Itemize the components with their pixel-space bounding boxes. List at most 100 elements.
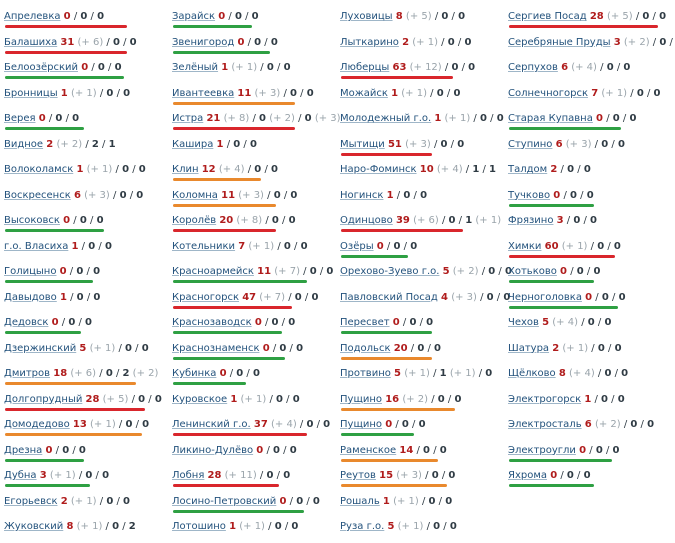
settlement-item[interactable]: Куровское 1 (+ 1) / 0 / 0 [172, 393, 330, 413]
settlement-name-link[interactable]: Наро-Фоминск [340, 164, 417, 175]
settlement-item[interactable]: Дмитров 18 (+ 6) / 0 / 2 (+ 2) [4, 367, 162, 387]
settlement-name-link[interactable]: Можайск [340, 87, 388, 99]
settlement-item[interactable]: Подольск 20 / 0 / 0 [340, 342, 498, 362]
settlement-item[interactable]: Волоколамск 1 (+ 1) / 0 / 0 [4, 163, 162, 183]
settlement-item[interactable]: Тучково 0 / 0 / 0 [508, 189, 666, 209]
settlement-item[interactable]: Орехово-Зуево г.о. 5 (+ 2) / 0 / 0 [340, 265, 512, 285]
settlement-name-link[interactable]: Бронницы [4, 87, 58, 99]
settlement-item[interactable]: Протвино 5 (+ 1) / 1 (+ 1) / 0 [340, 367, 498, 387]
settlement-name-link[interactable]: Волоколамск [4, 164, 74, 175]
settlement-item[interactable]: Красногорск 47 (+ 7) / 0 / 0 [172, 291, 330, 311]
settlement-name-link[interactable]: Истра [172, 113, 204, 124]
settlement-name-link[interactable]: Раменское [340, 444, 397, 456]
settlement-item[interactable]: Давыдово 1 / 0 / 0 [4, 291, 162, 311]
settlement-item[interactable]: Высоковск 0 / 0 / 0 [4, 214, 162, 234]
settlement-name-link[interactable]: Клин [172, 164, 199, 175]
settlement-item[interactable]: Серебряные Пруды 3 (+ 2) / 0 / 0 [508, 36, 673, 56]
settlement-name-link[interactable]: Лыткарино [340, 36, 399, 48]
settlement-item[interactable]: Черноголовка 0 / 0 / 0 [508, 291, 666, 311]
settlement-item[interactable]: Королёв 20 (+ 8) / 0 / 0 [172, 214, 330, 234]
settlement-name-link[interactable]: Молодежный г.о. [340, 113, 432, 124]
settlement-item[interactable]: Кашира 1 / 0 / 0 [172, 138, 330, 158]
settlement-item[interactable]: Пущино 0 / 0 / 0 [340, 418, 498, 438]
settlement-name-link[interactable]: Кубинка [172, 368, 217, 379]
settlement-name-link[interactable]: Куровское [172, 393, 228, 405]
settlement-item[interactable]: Молодежный г.о. 1 (+ 1) / 0 / 0 [340, 112, 504, 132]
settlement-name-link[interactable]: Пересвет [340, 317, 390, 328]
settlement-name-link[interactable]: Ивантеевка [172, 87, 235, 99]
settlement-name-link[interactable]: Люберцы [340, 62, 390, 73]
settlement-item[interactable]: Мытищи 51 (+ 3) / 0 / 0 [340, 138, 498, 158]
settlement-name-link[interactable]: Дрезна [4, 444, 43, 456]
settlement-name-link[interactable]: Дмитров [4, 368, 51, 379]
settlement-name-link[interactable]: Ленинский г.о. [172, 419, 251, 430]
settlement-name-link[interactable]: Щёлково [508, 368, 556, 379]
settlement-name-link[interactable]: Рошаль [340, 495, 380, 507]
settlement-item[interactable]: г.о. Власиха 1 / 0 / 0 [4, 240, 162, 260]
settlement-item[interactable]: Электросталь 6 (+ 2) / 0 / 0 [508, 418, 666, 438]
settlement-item[interactable]: Лобня 28 (+ 11) / 0 / 0 [172, 469, 330, 489]
settlement-item[interactable]: Яхрома 0 / 0 / 0 [508, 469, 666, 489]
settlement-name-link[interactable]: Высоковск [4, 215, 60, 226]
settlement-name-link[interactable]: Старая Купавна [508, 113, 593, 124]
settlement-item[interactable]: Видное 2 (+ 2) / 2 / 1 [4, 138, 162, 158]
settlement-name-link[interactable]: Чехов [508, 317, 539, 328]
settlement-item[interactable]: Ногинск 1 / 0 / 0 [340, 189, 498, 209]
settlement-name-link[interactable]: Лобня [172, 470, 205, 481]
settlement-item[interactable]: Дубна 3 (+ 1) / 0 / 0 [4, 469, 162, 489]
settlement-name-link[interactable]: Балашиха [4, 36, 58, 48]
settlement-name-link[interactable]: Дедовск [4, 317, 49, 328]
settlement-name-link[interactable]: Звенигород [172, 36, 235, 48]
settlement-item[interactable]: Рошаль 1 (+ 1) / 0 / 0 [340, 495, 498, 515]
settlement-name-link[interactable]: Дзержинский [4, 342, 77, 354]
settlement-name-link[interactable]: Протвино [340, 368, 391, 379]
settlement-name-link[interactable]: Серпухов [508, 62, 558, 73]
settlement-name-link[interactable]: Красногорск [172, 291, 239, 303]
settlement-item[interactable]: Бронницы 1 (+ 1) / 0 / 0 [4, 87, 162, 107]
settlement-name-link[interactable]: Озёры [340, 240, 374, 252]
settlement-item[interactable]: Можайск 1 (+ 1) / 0 / 0 [340, 87, 498, 107]
settlement-name-link[interactable]: Мытищи [340, 138, 385, 150]
settlement-item[interactable]: Наро-Фоминск 10 (+ 4) / 1 / 1 [340, 163, 498, 183]
settlement-name-link[interactable]: Дубна [4, 470, 37, 481]
settlement-item[interactable]: Апрелевка 0 / 0 / 0 [4, 10, 162, 30]
settlement-item[interactable]: Озёры 0 / 0 / 0 [340, 240, 498, 260]
settlement-item[interactable]: Коломна 11 (+ 3) / 0 / 0 [172, 189, 330, 209]
settlement-name-link[interactable]: Воскресенск [4, 189, 71, 201]
settlement-name-link[interactable]: Электросталь [508, 419, 582, 430]
settlement-name-link[interactable]: Голицыно [4, 266, 57, 277]
settlement-name-link[interactable]: Зарайск [172, 11, 216, 22]
settlement-item[interactable]: Реутов 15 (+ 3) / 0 / 0 [340, 469, 498, 489]
settlement-item[interactable]: Электроугли 0 / 0 / 0 [508, 444, 666, 464]
settlement-name-link[interactable]: г.о. Власиха [4, 240, 69, 252]
settlement-name-link[interactable]: Лосино-Петровский [172, 495, 277, 507]
settlement-name-link[interactable]: Краснознаменск [172, 342, 260, 354]
settlement-item[interactable]: Дзержинский 5 (+ 1) / 0 / 0 [4, 342, 162, 362]
settlement-name-link[interactable]: Коломна [172, 189, 218, 201]
settlement-name-link[interactable]: Сергиев Посад [508, 11, 587, 22]
settlement-name-link[interactable]: Жуковский [4, 521, 64, 532]
settlement-item[interactable]: Краснозаводск 0 / 0 / 0 [172, 316, 330, 336]
settlement-name-link[interactable]: Серебряные Пруды [508, 36, 611, 48]
settlement-item[interactable]: Ступино 6 (+ 3) / 0 / 0 [508, 138, 666, 158]
settlement-item[interactable]: Голицыно 0 / 0 / 0 [4, 265, 162, 285]
settlement-name-link[interactable]: Давыдово [4, 291, 57, 303]
settlement-item[interactable]: Сергиев Посад 28 (+ 5) / 0 / 0 [508, 10, 666, 30]
settlement-item[interactable]: Павловский Посад 4 (+ 3) / 0 / 0 [340, 291, 510, 311]
settlement-name-link[interactable]: Химки [508, 240, 542, 252]
settlement-item[interactable]: Лотошино 1 (+ 1) / 0 / 0 [172, 520, 330, 540]
settlement-item[interactable]: Ленинский г.о. 37 (+ 4) / 0 / 0 [172, 418, 330, 438]
settlement-name-link[interactable]: Электроугли [508, 444, 576, 456]
settlement-name-link[interactable]: Фрязино [508, 215, 554, 226]
settlement-item[interactable]: Пущино 16 (+ 2) / 0 / 0 [340, 393, 498, 413]
settlement-item[interactable]: Дедовск 0 / 0 / 0 [4, 316, 162, 336]
settlement-name-link[interactable]: Долгопрудный [4, 393, 83, 405]
settlement-item[interactable]: Руза г.о. 5 (+ 1) / 0 / 0 [340, 520, 498, 540]
settlement-name-link[interactable]: Кашира [172, 138, 214, 150]
settlement-name-link[interactable]: Ногинск [340, 189, 384, 201]
settlement-item[interactable]: Красноармейск 11 (+ 7) / 0 / 0 [172, 265, 333, 285]
settlement-item[interactable]: Лыткарино 2 (+ 1) / 0 / 0 [340, 36, 498, 56]
settlement-name-link[interactable]: Одинцово [340, 215, 393, 226]
settlement-name-link[interactable]: Реутов [340, 470, 376, 481]
settlement-name-link[interactable]: Видное [4, 138, 44, 150]
